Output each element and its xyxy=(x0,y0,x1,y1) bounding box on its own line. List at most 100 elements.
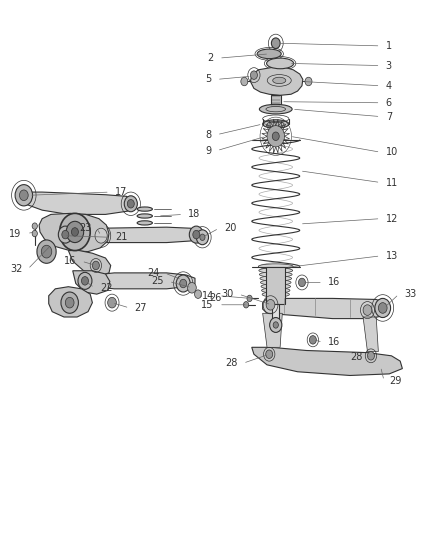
Circle shape xyxy=(61,292,78,313)
Ellipse shape xyxy=(259,272,292,277)
Polygon shape xyxy=(68,251,111,276)
Circle shape xyxy=(305,77,312,86)
Circle shape xyxy=(193,230,200,239)
Text: 22: 22 xyxy=(100,283,112,293)
Text: 7: 7 xyxy=(386,111,392,122)
Text: 23: 23 xyxy=(79,223,92,233)
Circle shape xyxy=(247,295,252,302)
Circle shape xyxy=(92,261,99,270)
Circle shape xyxy=(78,272,92,289)
Polygon shape xyxy=(81,273,195,289)
Polygon shape xyxy=(251,67,303,95)
Text: 9: 9 xyxy=(205,146,212,156)
Text: 8: 8 xyxy=(205,130,212,140)
Circle shape xyxy=(298,278,305,287)
Text: 6: 6 xyxy=(386,98,392,108)
Ellipse shape xyxy=(261,280,291,285)
Circle shape xyxy=(37,240,56,263)
Circle shape xyxy=(81,277,88,285)
Circle shape xyxy=(62,230,69,239)
Ellipse shape xyxy=(137,207,152,211)
Text: 3: 3 xyxy=(386,61,392,70)
Text: 16: 16 xyxy=(328,278,340,287)
Polygon shape xyxy=(363,317,378,352)
Ellipse shape xyxy=(259,104,292,114)
Circle shape xyxy=(378,303,387,313)
Text: 26: 26 xyxy=(209,293,221,303)
Circle shape xyxy=(266,350,273,359)
Text: 18: 18 xyxy=(188,209,201,220)
Text: 15: 15 xyxy=(201,300,214,310)
Circle shape xyxy=(32,223,37,229)
Circle shape xyxy=(176,275,190,292)
Text: 10: 10 xyxy=(386,147,398,157)
Circle shape xyxy=(19,190,28,200)
Text: 16: 16 xyxy=(64,256,76,266)
Ellipse shape xyxy=(261,284,290,289)
Ellipse shape xyxy=(262,292,290,297)
Polygon shape xyxy=(49,287,92,317)
Text: 1: 1 xyxy=(386,41,392,51)
Ellipse shape xyxy=(259,268,293,273)
Text: 19: 19 xyxy=(9,229,21,239)
Circle shape xyxy=(266,300,275,310)
Text: 5: 5 xyxy=(205,75,212,84)
Circle shape xyxy=(244,302,249,308)
Ellipse shape xyxy=(273,77,286,84)
Text: 4: 4 xyxy=(386,81,392,91)
Polygon shape xyxy=(62,227,199,243)
Text: 28: 28 xyxy=(226,358,238,368)
Polygon shape xyxy=(39,213,109,252)
Circle shape xyxy=(41,245,52,258)
Circle shape xyxy=(367,352,374,360)
Circle shape xyxy=(127,199,134,208)
Circle shape xyxy=(32,230,37,237)
Circle shape xyxy=(187,282,196,293)
Bar xyxy=(271,95,281,107)
Text: 21: 21 xyxy=(115,232,127,243)
Text: 11: 11 xyxy=(386,177,398,188)
Circle shape xyxy=(241,77,248,86)
Text: 14: 14 xyxy=(201,290,214,301)
Text: 25: 25 xyxy=(151,277,163,286)
Text: 24: 24 xyxy=(147,268,159,278)
Text: 32: 32 xyxy=(10,264,22,274)
Circle shape xyxy=(270,318,282,333)
Circle shape xyxy=(194,290,201,298)
Circle shape xyxy=(189,226,203,243)
Ellipse shape xyxy=(263,120,289,128)
Circle shape xyxy=(60,213,90,251)
Circle shape xyxy=(200,234,205,240)
Text: 12: 12 xyxy=(386,214,398,224)
Circle shape xyxy=(273,322,279,328)
Text: 2: 2 xyxy=(208,53,214,63)
Polygon shape xyxy=(73,271,110,294)
Bar xyxy=(272,304,279,325)
Text: 28: 28 xyxy=(350,352,362,362)
Circle shape xyxy=(375,298,391,318)
Circle shape xyxy=(180,279,187,288)
Circle shape xyxy=(272,38,280,49)
Ellipse shape xyxy=(261,288,290,293)
Ellipse shape xyxy=(258,264,293,269)
Polygon shape xyxy=(263,313,283,348)
Ellipse shape xyxy=(267,58,293,69)
Circle shape xyxy=(272,132,279,141)
Circle shape xyxy=(65,297,74,308)
Polygon shape xyxy=(18,192,135,214)
Text: 20: 20 xyxy=(224,223,237,233)
Text: 17: 17 xyxy=(115,187,127,197)
Ellipse shape xyxy=(137,214,152,218)
Text: 27: 27 xyxy=(135,303,147,313)
Circle shape xyxy=(196,230,208,245)
Text: 30: 30 xyxy=(221,289,233,299)
Circle shape xyxy=(309,336,316,344)
Circle shape xyxy=(95,228,107,243)
Circle shape xyxy=(108,297,117,308)
Circle shape xyxy=(15,184,32,206)
Text: 33: 33 xyxy=(404,289,417,299)
Text: 13: 13 xyxy=(386,251,398,261)
Ellipse shape xyxy=(257,49,281,59)
Circle shape xyxy=(267,126,285,147)
Circle shape xyxy=(363,305,372,316)
